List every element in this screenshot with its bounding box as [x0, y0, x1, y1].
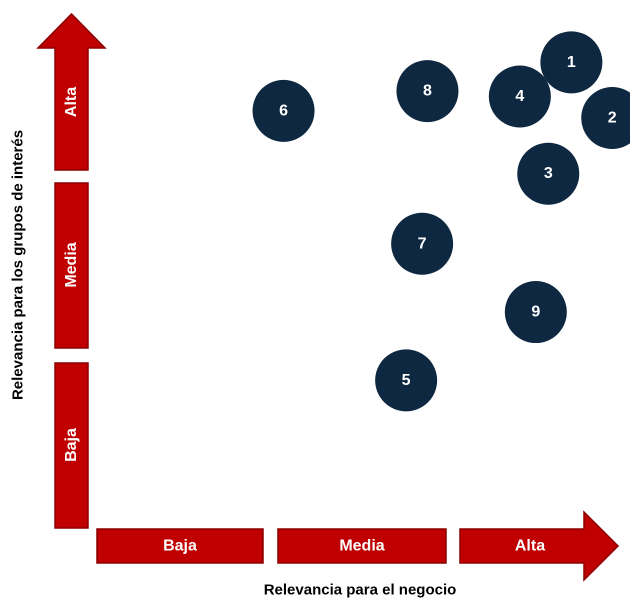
bubble-label-9: 9: [531, 304, 540, 321]
x-level-baja: Baja: [163, 538, 197, 555]
x-band-baja: [96, 528, 264, 564]
x-band-alta-arrowhead: [459, 510, 620, 582]
y-band-alta-arrowhead: [36, 12, 107, 171]
x-axis-arrow: Baja Media Alta: [96, 510, 620, 582]
bubble-6: [252, 79, 315, 142]
bubble-label-8: 8: [423, 83, 432, 100]
bubble-4: [488, 65, 551, 128]
bubble-1: [540, 31, 603, 94]
bubble-label-6: 6: [279, 102, 288, 119]
y-axis-title: Relevancia para los grupos de interés: [10, 130, 27, 400]
bubble-layer: 1 2 3 4 5 6 7 8 9: [252, 31, 630, 412]
bubble-5: [375, 349, 438, 412]
bubble-label-5: 5: [402, 372, 411, 389]
bubble-label-7: 7: [418, 235, 427, 252]
x-level-media: Media: [339, 538, 384, 555]
y-band-media: [54, 182, 89, 349]
y-level-media: Media: [63, 242, 80, 287]
y-level-alta: Alta: [63, 87, 80, 117]
y-axis-arrow: Baja Media Alta: [36, 12, 107, 529]
x-level-alta: Alta: [515, 538, 545, 555]
bubble-label-4: 4: [515, 88, 524, 105]
bubble-label-1: 1: [567, 54, 576, 71]
bubble-3: [517, 142, 580, 205]
bubble-9: [504, 281, 567, 344]
bubble-label-2: 2: [608, 110, 617, 127]
x-band-media: [277, 528, 447, 564]
y-level-baja: Baja: [63, 428, 80, 462]
x-axis-title: Relevancia para el negocio: [264, 582, 457, 599]
bubble-2: [581, 87, 630, 150]
bubble-7: [391, 212, 454, 275]
y-band-baja: [54, 362, 89, 529]
bubble-8: [396, 60, 459, 123]
bubble-label-3: 3: [544, 165, 553, 182]
